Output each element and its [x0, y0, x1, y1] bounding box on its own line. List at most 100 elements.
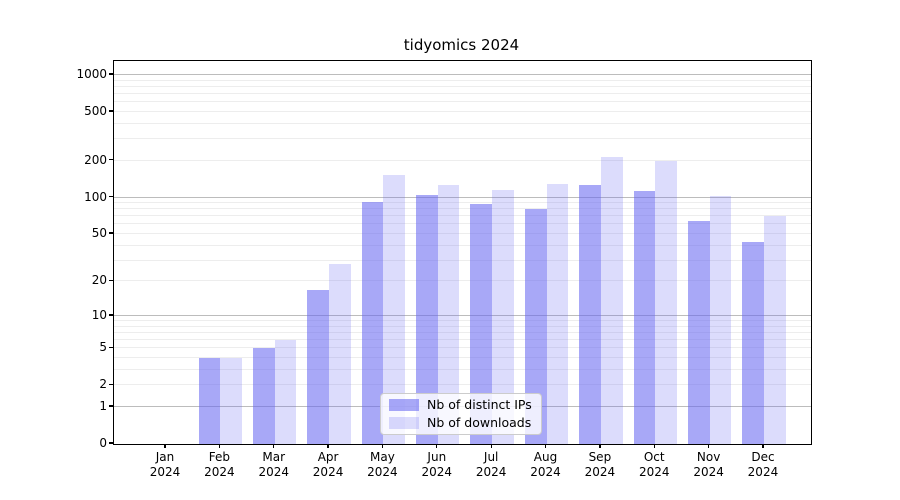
x-tick-label: Oct 2024 — [638, 450, 670, 479]
x-tick-mark — [653, 444, 655, 449]
x-tick-label: Apr 2024 — [312, 450, 344, 479]
bar-nb-of-distinct-ips-dec-2024 — [742, 241, 764, 444]
gridline-minor — [114, 223, 811, 225]
y-tick-mark — [109, 314, 113, 316]
x-tick-mark — [218, 444, 221, 449]
gridline-minor — [114, 244, 811, 246]
bar-nb-of-distinct-ips-jun-2024 — [416, 195, 438, 444]
gridline-minor — [114, 208, 811, 210]
bar-nb-of-downloads-nov-2024 — [709, 195, 732, 444]
x-tick-label: Mar 2024 — [258, 450, 289, 479]
x-tick-mark — [490, 444, 492, 449]
x-tick-label: Feb 2024 — [204, 450, 235, 479]
gridline-minor — [114, 347, 811, 349]
x-tick-label: Aug 2024 — [530, 450, 561, 479]
bar-nb-of-downloads-sep-2024 — [600, 156, 623, 444]
gridline-minor — [114, 79, 811, 81]
y-tick-mark — [109, 442, 113, 444]
x-tick-mark — [708, 444, 710, 449]
gridline-minor — [114, 233, 811, 234]
gridline-minor — [114, 259, 811, 261]
y-tick-mark — [109, 159, 113, 161]
gridline-minor — [114, 384, 811, 386]
y-tick-label: 500 — [84, 103, 107, 118]
bar-nb-of-distinct-ips-aug-2024 — [524, 209, 547, 444]
x-tick-label: Sep 2024 — [584, 450, 616, 479]
y-tick-label: 100 — [84, 189, 107, 204]
bar-nb-of-distinct-ips-sep-2024 — [579, 184, 601, 444]
x-tick-mark — [273, 444, 275, 449]
legend-swatch-downloads — [389, 417, 419, 429]
x-tick-label: May 2024 — [367, 450, 398, 479]
gridline-minor — [114, 368, 811, 370]
bar-nb-of-distinct-ips-jul-2024 — [470, 203, 493, 444]
bar-nb-of-downloads-feb-2024 — [220, 358, 243, 444]
bar-nb-of-downloads-jun-2024 — [437, 185, 460, 444]
bar-nb-of-distinct-ips-may-2024 — [361, 201, 384, 444]
x-tick-mark — [381, 444, 384, 449]
gridline-minor — [114, 280, 811, 282]
x-tick-label: Nov 2024 — [693, 450, 724, 479]
y-tick-label: 5 — [99, 340, 107, 355]
x-tick-label: Jan 2024 — [149, 450, 181, 479]
legend-label: Nb of distinct IPs — [427, 397, 532, 412]
y-tick-mark — [109, 383, 113, 386]
x-tick-mark — [436, 444, 438, 449]
y-tick-label: 20 — [91, 273, 107, 288]
plot-area — [113, 60, 812, 445]
y-tick-mark — [109, 279, 113, 282]
gridline-minor — [114, 357, 811, 359]
gridline-minor — [114, 138, 811, 140]
bar-nb-of-distinct-ips-nov-2024 — [687, 221, 710, 444]
gridline-minor — [114, 101, 811, 103]
legend-item: Nb of downloads — [389, 416, 533, 430]
gridline-minor — [114, 85, 811, 87]
bar-nb-of-downloads-oct-2024 — [655, 160, 677, 444]
y-tick-label: 1 — [99, 398, 107, 413]
x-tick-mark — [762, 444, 764, 449]
y-tick-mark — [109, 195, 113, 198]
bar-nb-of-downloads-mar-2024 — [274, 340, 297, 444]
x-tick-mark — [544, 444, 547, 449]
bar-nb-of-distinct-ips-apr-2024 — [307, 289, 330, 444]
gridline-minor — [114, 122, 811, 124]
y-tick-mark — [109, 405, 113, 407]
gridline-major — [114, 196, 811, 198]
gridline-minor — [114, 110, 811, 112]
bar-nb-of-downloads-jul-2024 — [492, 190, 514, 444]
bar-nb-of-distinct-ips-mar-2024 — [253, 348, 275, 444]
gridline-minor — [114, 159, 811, 161]
gridline-minor — [114, 215, 811, 217]
bar-nb-of-downloads-aug-2024 — [546, 183, 569, 444]
bar-nb-of-downloads-apr-2024 — [329, 264, 351, 444]
y-tick-label: 1000 — [76, 67, 107, 81]
x-tick-label: Jun 2024 — [421, 450, 453, 479]
gridline-major — [114, 314, 811, 316]
gridline-minor — [114, 339, 811, 341]
y-tick-mark — [109, 346, 113, 348]
bar-nb-of-distinct-ips-oct-2024 — [633, 191, 656, 444]
gridline-minor — [114, 325, 811, 327]
gridline-minor — [114, 93, 811, 95]
y-tick-label: 0 — [99, 436, 107, 450]
legend-item: Nb of distinct IPs — [389, 398, 533, 412]
y-tick-mark — [109, 232, 113, 234]
bar-nb-of-distinct-ips-feb-2024 — [198, 358, 221, 444]
y-tick-mark — [109, 110, 113, 112]
x-tick-label: Jul 2024 — [475, 450, 507, 479]
x-tick-label: Dec 2024 — [747, 450, 779, 479]
gridline-minor — [114, 331, 811, 333]
chart-title: tidyomics 2024 — [403, 36, 520, 54]
bar-nb-of-downloads-may-2024 — [383, 175, 406, 444]
y-tick-label: 2 — [99, 377, 107, 392]
legend-label: Nb of downloads — [427, 415, 532, 430]
gridline-minor — [114, 320, 811, 322]
gridline-minor — [114, 202, 811, 204]
y-tick-label: 200 — [84, 152, 107, 167]
x-tick-mark — [599, 444, 601, 449]
x-tick-mark — [164, 444, 166, 449]
x-tick-mark — [327, 444, 329, 449]
y-tick-mark — [109, 73, 113, 75]
gridline-major — [114, 74, 811, 76]
